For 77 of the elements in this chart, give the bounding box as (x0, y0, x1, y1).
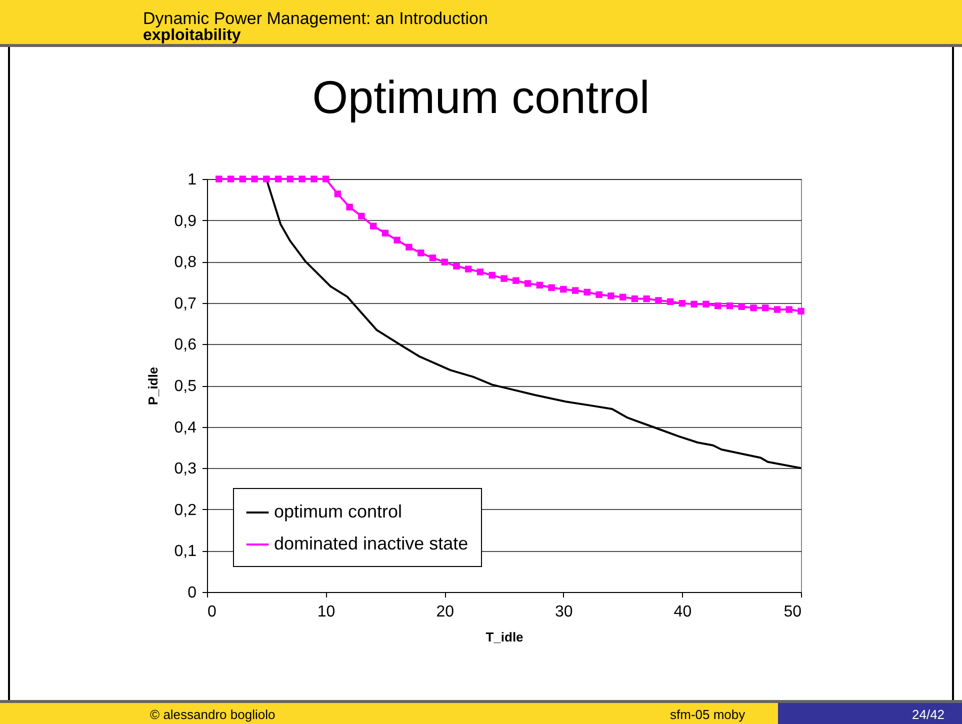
x-tick-label: 20 (436, 604, 454, 620)
y-tick-label: 0,6 (174, 336, 197, 354)
x-tick-label: 50 (784, 604, 802, 620)
point (631, 295, 638, 302)
x-tick-label: 40 (674, 604, 692, 620)
point (750, 304, 757, 312)
y-tick-label: 0,7 (174, 295, 197, 312)
point (690, 300, 698, 308)
point (714, 302, 722, 310)
point (334, 190, 342, 198)
point (678, 300, 686, 307)
point (786, 306, 792, 313)
y-tick-label: 0,2 (174, 502, 197, 519)
y-tick-label: 0,4 (174, 419, 197, 436)
point (382, 230, 389, 236)
point (310, 176, 318, 182)
point (655, 297, 662, 304)
point (548, 284, 555, 291)
point (488, 272, 496, 279)
point (227, 176, 234, 182)
y-tick-label: 0,1 (174, 543, 197, 560)
point (666, 298, 674, 306)
point (441, 258, 448, 266)
point (702, 300, 710, 308)
x-tick-label: 10 (317, 604, 336, 620)
point (216, 176, 222, 182)
text: 24/42 (912, 707, 945, 722)
x-tick-label: 0 (208, 604, 216, 620)
point (465, 266, 472, 272)
y-tick-label: 0,3 (174, 460, 197, 478)
text: exploitability (143, 27, 241, 45)
point (500, 275, 508, 282)
point (239, 176, 246, 182)
point (619, 294, 626, 300)
point (346, 204, 353, 210)
point (429, 254, 436, 262)
point (726, 302, 734, 310)
point (536, 282, 543, 288)
point (774, 306, 781, 313)
y-tick-label: 0,5 (174, 378, 197, 395)
y-tick-label: 0,8 (174, 254, 197, 272)
point (798, 308, 804, 315)
point (762, 304, 769, 312)
point (263, 176, 270, 182)
x-axis-title: T_idle (486, 630, 524, 644)
legend-label: optimum control (274, 502, 402, 522)
point (453, 262, 460, 270)
y-tick-label: 1 (188, 172, 197, 188)
point (417, 250, 424, 256)
point (286, 176, 294, 182)
point (370, 222, 377, 230)
point (560, 286, 567, 293)
point (572, 287, 579, 294)
point (643, 295, 650, 302)
y-tick-label: 0 (188, 584, 197, 602)
x-tick-label: 30 (555, 604, 573, 620)
text: sfm-05 moby (670, 707, 746, 722)
y-axis-title: P_idle (145, 366, 160, 406)
point (394, 236, 400, 244)
text: Dynamic Power Management: an Introduction (143, 9, 488, 28)
chart-title: Optimum control (311, 70, 651, 124)
point (584, 288, 591, 296)
point (476, 268, 484, 276)
point (738, 303, 745, 310)
point (512, 277, 520, 284)
text: © alessandro bogliolo (150, 707, 276, 722)
point (596, 291, 602, 298)
point (274, 176, 282, 182)
point (322, 176, 330, 182)
point (298, 176, 306, 182)
point (406, 244, 412, 250)
y-tick-label: 0,9 (174, 212, 197, 230)
point (358, 212, 365, 220)
point (251, 176, 258, 182)
legend-label: dominated inactive state (274, 534, 468, 554)
point (524, 280, 532, 287)
point (608, 292, 614, 300)
